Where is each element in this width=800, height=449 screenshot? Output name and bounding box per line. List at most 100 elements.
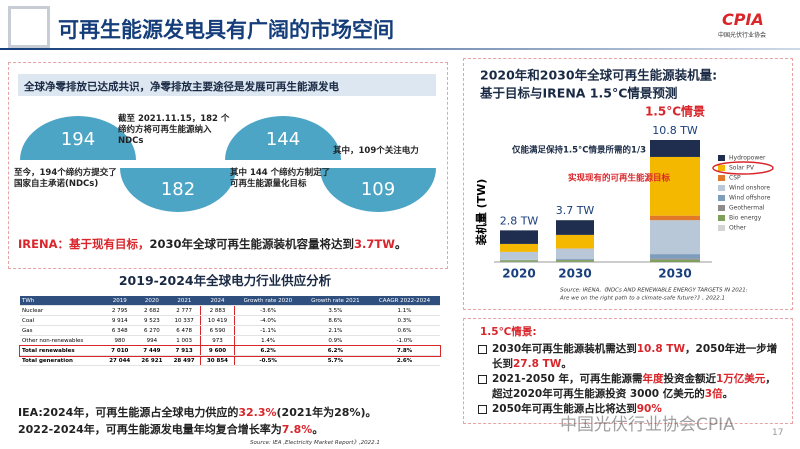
table-cell: 0.3% bbox=[369, 315, 440, 326]
bar-segment bbox=[500, 230, 538, 244]
table-cell: Total generation bbox=[20, 355, 104, 366]
circle-number: 144 bbox=[266, 129, 300, 150]
logo-sub: 中国光伏行业协会 bbox=[718, 32, 767, 39]
table-cell: 6.2% bbox=[234, 345, 302, 356]
table-cell: 3.5% bbox=[301, 305, 370, 316]
chart-title: 基于目标与IRENA 1.5°C情景预测 bbox=[479, 86, 677, 101]
page-number: 17 bbox=[772, 428, 784, 438]
header-cell: 2021 bbox=[167, 296, 201, 306]
table-cell: 0.6% bbox=[369, 325, 440, 336]
table-cell: Coal bbox=[20, 315, 104, 326]
text-run: 。 bbox=[722, 388, 734, 400]
table-cell: Other non-renewables bbox=[20, 335, 104, 346]
text-run: 年度 bbox=[642, 373, 664, 385]
irena-note: IRENA：基于现有目标，2030年全球可再生能源装机容量将达到3.7TW。 bbox=[18, 236, 406, 252]
bullet-box bbox=[478, 405, 487, 414]
legend-swatch bbox=[718, 225, 725, 231]
bar-segment bbox=[556, 220, 594, 235]
text-run: 3倍 bbox=[704, 388, 723, 400]
text-run: 。 bbox=[561, 358, 572, 370]
bar-segment bbox=[500, 251, 538, 260]
table-row: Coal 9 914 9 523 10 337 10 419 -4.0% 8.6% 0.3% bbox=[20, 315, 440, 326]
table-cell: 6 478 bbox=[167, 325, 201, 336]
x-tick-label: 2020 bbox=[502, 267, 535, 281]
table-row: Nuclear 2 795 2 682 2 777 2 883 -3.6% 3.5% 1.1% bbox=[20, 305, 440, 316]
table-cell: 1.1% bbox=[369, 305, 440, 316]
chart-source: Source: IRENA,《NDCs AND RENEWABLE ENERGY… bbox=[560, 287, 748, 294]
legend-label: CSP bbox=[729, 175, 741, 182]
half-circle bbox=[225, 116, 341, 160]
text-run: 10.8 TW bbox=[636, 343, 686, 355]
text-run: 2030年全球可再生能源装机容量将达到 bbox=[149, 237, 355, 251]
header-cell: 2020 bbox=[135, 296, 168, 306]
table-cell: 7 449 bbox=[135, 345, 168, 356]
table-cell: -3.6% bbox=[234, 305, 302, 316]
legend-label: Wind offshore bbox=[729, 195, 771, 202]
table-row: Other non-renewables 980 994 1 003 973 1.4% 0.… bbox=[20, 335, 440, 346]
annotation: 实现现有的可再生能源目标 bbox=[568, 173, 671, 184]
scenario-heading: 1.5℃情景: bbox=[480, 324, 537, 339]
total-label: 10.8 TW bbox=[652, 124, 698, 137]
text-run: 1万亿美元 bbox=[715, 373, 766, 385]
legend-swatch bbox=[718, 195, 725, 201]
circle-number: 194 bbox=[61, 129, 95, 150]
scenario-panel bbox=[463, 318, 793, 424]
note-line: 2022-2024年，可再生能源发电量年均复合增长率为7.8%。 bbox=[18, 421, 377, 438]
header-cell: CAAGR 2022-2024 bbox=[369, 296, 440, 306]
legend-swatch bbox=[718, 165, 725, 171]
legend-swatch bbox=[718, 175, 725, 181]
x-tick-label: 2030 bbox=[658, 267, 691, 281]
table-cell: 7 010 bbox=[103, 345, 136, 356]
bullet: 2021-2050 年，可再生能源需年度投资金额近1万亿美元，超过2020年可再… bbox=[478, 372, 783, 402]
bar-segment bbox=[650, 215, 700, 221]
legend-label: Geothermal bbox=[729, 205, 765, 212]
legend-swatch bbox=[718, 185, 725, 191]
circle-number: 109 bbox=[361, 179, 395, 200]
bar-segment bbox=[556, 260, 594, 262]
table-cell: 6 270 bbox=[135, 325, 168, 336]
table-cell: 10 419 bbox=[200, 315, 235, 326]
table-cell: 6 348 bbox=[103, 325, 136, 336]
text-run: 2050年可再生能源占比将达到 bbox=[492, 403, 637, 415]
table-title: 2019-2024年全球电力行业供应分析 bbox=[118, 273, 332, 288]
text-run: 投资金额近 bbox=[663, 373, 716, 385]
table-cell: 6.2% bbox=[301, 345, 370, 356]
table-cell: 10 337 bbox=[167, 315, 201, 326]
table-cell: 27 044 bbox=[103, 355, 136, 366]
chart-title: 2020年和2030年全球可再生能源装机量: bbox=[480, 68, 717, 83]
half-circle bbox=[320, 168, 436, 212]
table-cell: 2.6% bbox=[369, 355, 440, 366]
banner: 全球净零排放已达成共识，净零排放主要途径是发展可再生能源发电 bbox=[24, 81, 339, 93]
bar-segment bbox=[650, 140, 700, 157]
circle-number: 182 bbox=[161, 179, 195, 200]
table-cell: 5.7% bbox=[301, 355, 370, 366]
table-cell: 7 913 bbox=[167, 345, 201, 356]
table-header: TWh 2019 2020 2021 2024 Growth rate 2020 Growt… bbox=[20, 296, 440, 306]
header-cell: 2019 bbox=[103, 296, 136, 306]
table-source: Source: IEA ,Electricity Market Report》,… bbox=[250, 440, 380, 446]
table-notes: IEA:2024年，可再生能源占全球电力供应的32.3%(2021年为28%)。… bbox=[18, 404, 377, 438]
bar-segment bbox=[650, 258, 700, 260]
header-rule bbox=[0, 48, 800, 50]
bullet: 2050年可再生能源占比将达到90% bbox=[478, 402, 783, 417]
legend-label: Bio energy bbox=[729, 215, 762, 222]
header-cell: TWh bbox=[20, 296, 104, 306]
banner-bg bbox=[18, 74, 436, 96]
table-cell: 2 883 bbox=[200, 305, 235, 316]
bar-segment bbox=[650, 259, 700, 262]
scenario-bullets: 2030年可再生能源装机需达到10.8 TW，2050年进一步增长到27.8 T… bbox=[478, 342, 783, 417]
table-cell: 26 921 bbox=[135, 355, 168, 366]
table-cell: 2 682 bbox=[135, 305, 168, 316]
legend-swatch bbox=[718, 215, 725, 221]
bar-segment bbox=[556, 248, 594, 259]
table-cell: Total renewables bbox=[20, 345, 104, 356]
y-label: 装机量 (TW) bbox=[474, 179, 488, 247]
text-run: (2021年为28%)。 bbox=[276, 406, 377, 419]
text-run: 32.3% bbox=[238, 406, 277, 419]
table-wrap: TWh 2019 2020 2021 2024 Growth rate 2020 Growt… bbox=[19, 296, 441, 366]
table-cell: 980 bbox=[103, 335, 136, 346]
circle-caption: 其中 144 个缔约方制定了可再生能源量化目标 bbox=[230, 168, 331, 189]
table-cell: 7.8% bbox=[369, 345, 440, 356]
table-cell: 973 bbox=[200, 335, 235, 346]
